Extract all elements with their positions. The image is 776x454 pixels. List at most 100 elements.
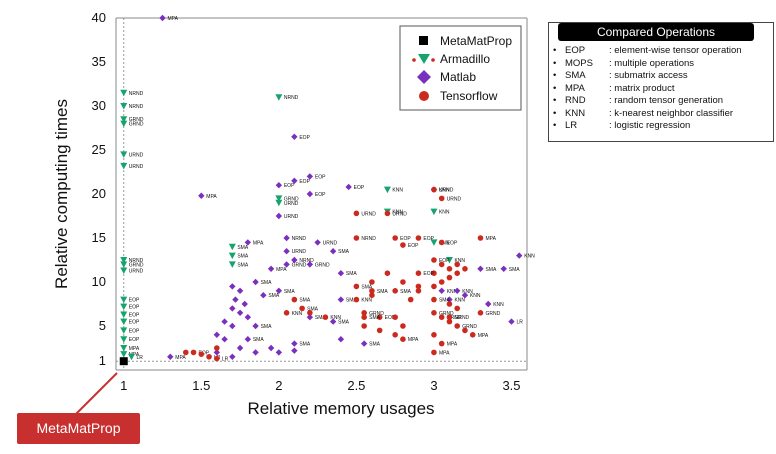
data-point-matlab <box>291 340 298 347</box>
data-point-matlab <box>267 344 275 352</box>
data-point-armadillo <box>128 353 136 361</box>
data-point-matlab <box>232 296 239 303</box>
data-point-matlab <box>275 287 283 294</box>
point-label: SMA <box>509 267 521 273</box>
y-tick-label: 25 <box>92 142 106 157</box>
data-point-matlab <box>508 318 515 325</box>
data-point-tensorflow <box>446 314 453 321</box>
data-point-matlab <box>306 173 314 180</box>
data-point-tensorflow <box>307 310 313 316</box>
data-point-matlab <box>275 212 283 220</box>
point-label: SMA <box>237 245 249 251</box>
point-label: KNN <box>439 188 450 194</box>
data-point-tensorflow <box>400 336 406 343</box>
data-point-matlab <box>291 256 298 264</box>
point-label: URND <box>284 201 299 207</box>
point-label: SMA <box>237 262 249 268</box>
data-point-tensorflow <box>454 270 461 277</box>
x-tick-label: 2 <box>275 378 282 393</box>
point-label: GRND <box>129 117 144 123</box>
series-metamatprop <box>119 357 128 366</box>
data-point-matlab <box>306 261 314 268</box>
data-point-tensorflow <box>198 351 205 357</box>
data-point-tensorflow <box>361 310 367 316</box>
point-label: SMA <box>307 306 319 312</box>
data-point-matlab <box>252 322 259 330</box>
data-point-tensorflow <box>431 283 437 290</box>
bullet-icon: • <box>553 95 557 106</box>
data-point-tensorflow <box>190 349 197 356</box>
legend-label: Tensorflow <box>440 89 498 103</box>
point-label: NRND <box>129 258 144 264</box>
legend-label: Armadillo <box>440 52 490 66</box>
data-point-tensorflow <box>431 186 437 193</box>
data-point-tensorflow <box>438 340 445 347</box>
point-label: URND <box>392 211 407 217</box>
point-label: URND <box>284 214 299 220</box>
data-point-matlab <box>454 287 461 294</box>
y-tick-label: 15 <box>92 230 106 245</box>
data-point-tensorflow <box>446 266 453 272</box>
data-point-matlab <box>283 261 290 268</box>
point-label: KNN <box>524 254 535 260</box>
point-label: MPA <box>276 267 287 273</box>
point-label: GRND <box>447 315 462 321</box>
y-tick-label: 10 <box>92 274 106 289</box>
operation-abbr: EOP <box>565 45 586 56</box>
data-point-matlab <box>221 318 228 325</box>
operation-description: : matrix product <box>609 82 675 94</box>
point-label: MPA <box>253 240 264 246</box>
data-point-tensorflow <box>454 323 461 329</box>
operation-row: • RND: random tensor generation <box>553 95 723 106</box>
series-armadillo: NRNDNRNDGRNDGRNDURNDURNDNRNDGRNDURNDEOPE… <box>120 89 465 361</box>
data-point-tensorflow <box>438 279 445 285</box>
point-label: MPA <box>408 337 419 343</box>
x-tick-label: 1 <box>120 378 127 393</box>
data-point-matlab <box>500 265 507 272</box>
data-point-tensorflow <box>376 327 383 334</box>
data-point-matlab <box>438 287 445 294</box>
data-point-matlab <box>485 300 492 308</box>
point-label: EOP <box>129 313 140 319</box>
point-label: GRND <box>284 196 299 202</box>
point-label: URND <box>361 211 376 217</box>
point-label: SMA <box>299 342 311 348</box>
data-point-matlab <box>236 344 244 352</box>
data-point-tensorflow <box>353 296 360 303</box>
operation-description: : submatrix access <box>609 70 688 81</box>
data-point-tensorflow <box>477 310 484 316</box>
data-point-tensorflow <box>438 239 445 246</box>
data-point-tensorflow <box>361 314 367 321</box>
data-point-matlab <box>252 278 259 286</box>
data-point-armadillo <box>228 252 236 260</box>
data-point-matlab <box>291 347 298 354</box>
operation-abbr: RND <box>565 95 586 106</box>
data-point-tensorflow <box>438 195 445 202</box>
operation-abbr: SMA <box>565 70 586 81</box>
point-label: URND <box>129 152 144 158</box>
data-point-tensorflow <box>353 283 360 290</box>
data-point-matlab <box>244 314 252 321</box>
data-point-matlab <box>229 322 236 330</box>
operation-abbr: MOPS <box>565 57 593 69</box>
point-label: SMA <box>261 324 273 330</box>
point-label: KNN <box>392 210 403 216</box>
y-tick-label: 40 <box>92 10 106 25</box>
point-label: SMA <box>369 315 381 321</box>
data-point-matlab <box>461 292 469 299</box>
data-point-tensorflow <box>384 270 391 277</box>
operation-description: : logistic regression <box>609 120 691 131</box>
point-label: EOP <box>423 271 434 277</box>
point-label: KNN <box>392 188 403 194</box>
data-point-armadillo <box>120 311 128 319</box>
point-label: KNN <box>454 258 465 264</box>
data-point-tensorflow <box>446 301 453 307</box>
point-label: NRND <box>299 258 314 264</box>
data-point-matlab <box>337 270 345 277</box>
data-point-armadillo <box>120 327 128 334</box>
point-label: SMA <box>361 284 373 290</box>
data-point-tensorflow <box>182 349 189 356</box>
point-label: EOP <box>129 320 140 326</box>
data-point-tensorflow <box>415 288 422 294</box>
